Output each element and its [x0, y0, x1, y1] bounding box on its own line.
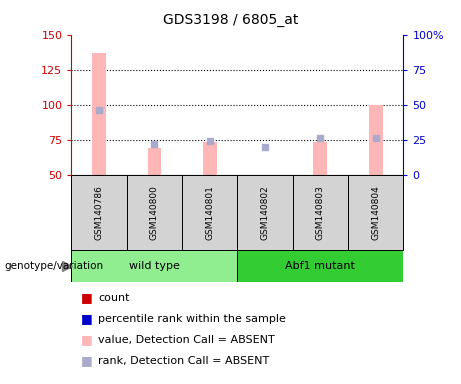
- Bar: [71, 175, 127, 250]
- Point: [372, 135, 379, 141]
- Point: [151, 141, 158, 147]
- Bar: [237, 175, 293, 250]
- Bar: [71, 250, 237, 282]
- Text: rank, Detection Call = ABSENT: rank, Detection Call = ABSENT: [98, 356, 269, 366]
- Point: [261, 144, 269, 150]
- Text: GSM140800: GSM140800: [150, 185, 159, 240]
- Bar: [127, 175, 182, 250]
- Bar: [293, 175, 348, 250]
- Text: ■: ■: [81, 312, 92, 325]
- Bar: [369, 104, 383, 175]
- Text: GSM140786: GSM140786: [95, 185, 104, 240]
- Text: ■: ■: [81, 291, 92, 304]
- Point: [317, 135, 324, 141]
- Point: [206, 138, 213, 144]
- Bar: [313, 142, 327, 175]
- Text: GDS3198 / 6805_at: GDS3198 / 6805_at: [163, 13, 298, 27]
- Bar: [348, 175, 403, 250]
- Text: genotype/variation: genotype/variation: [5, 261, 104, 271]
- Bar: [203, 142, 217, 175]
- Point: [95, 107, 103, 113]
- Bar: [148, 148, 161, 175]
- Text: Abf1 mutant: Abf1 mutant: [285, 261, 355, 271]
- Text: percentile rank within the sample: percentile rank within the sample: [98, 314, 286, 324]
- Text: GSM140803: GSM140803: [316, 185, 325, 240]
- Text: GSM140804: GSM140804: [371, 185, 380, 240]
- Text: ■: ■: [81, 333, 92, 346]
- Bar: [182, 175, 237, 250]
- Bar: [237, 250, 403, 282]
- Text: count: count: [98, 293, 130, 303]
- Bar: [92, 53, 106, 175]
- Text: GSM140802: GSM140802: [260, 185, 270, 240]
- Text: value, Detection Call = ABSENT: value, Detection Call = ABSENT: [98, 335, 275, 345]
- Text: GSM140801: GSM140801: [205, 185, 214, 240]
- Text: wild type: wild type: [129, 261, 180, 271]
- Text: ■: ■: [81, 354, 92, 367]
